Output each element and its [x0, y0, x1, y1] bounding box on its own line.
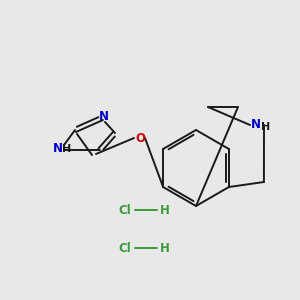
- Text: Cl: Cl: [118, 242, 131, 254]
- Text: N: N: [251, 118, 261, 131]
- Text: H: H: [160, 242, 170, 254]
- Text: H: H: [160, 203, 170, 217]
- Text: N: N: [53, 142, 63, 154]
- Text: H: H: [62, 144, 72, 154]
- Text: H: H: [261, 122, 271, 132]
- Text: Cl: Cl: [118, 203, 131, 217]
- Text: N: N: [99, 110, 109, 122]
- Text: O: O: [135, 131, 145, 145]
